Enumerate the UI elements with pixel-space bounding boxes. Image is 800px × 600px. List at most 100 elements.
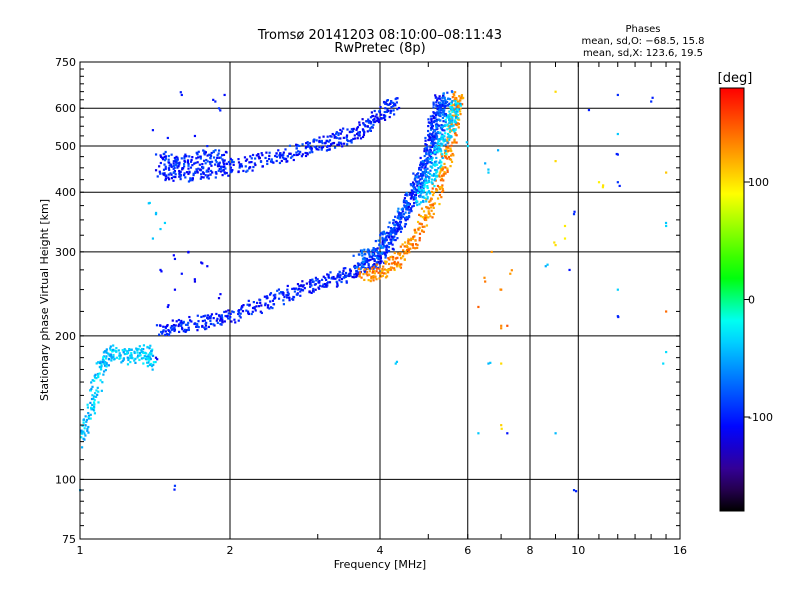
data-point — [332, 275, 335, 279]
data-point — [419, 194, 422, 197]
data-point — [396, 97, 399, 100]
data-point — [369, 255, 372, 258]
data-point — [368, 252, 371, 255]
data-point — [197, 325, 200, 329]
data-point — [374, 115, 377, 118]
data-point — [424, 143, 427, 146]
data-point — [461, 103, 464, 106]
data-point — [349, 272, 352, 275]
data-point — [296, 292, 299, 295]
data-point — [105, 351, 108, 354]
data-point — [321, 285, 324, 288]
data-point — [237, 170, 240, 174]
data-point — [314, 283, 317, 286]
data-point — [222, 153, 226, 157]
data-point — [180, 323, 183, 326]
data-point — [286, 288, 289, 291]
x-axis-label: Frequency [MHz] — [334, 558, 426, 571]
data-point — [449, 165, 452, 168]
data-point — [430, 197, 433, 201]
data-point — [361, 260, 364, 263]
data-point — [446, 145, 449, 148]
data-point — [389, 238, 392, 241]
data-point — [221, 169, 224, 172]
data-point — [310, 284, 313, 287]
data-point — [191, 179, 194, 182]
data-point — [362, 122, 365, 125]
data-point — [179, 174, 183, 177]
data-point — [376, 254, 379, 258]
data-point — [87, 411, 90, 415]
data-point — [136, 356, 139, 359]
data-point — [299, 290, 302, 293]
data-point — [451, 152, 454, 156]
data-point — [130, 348, 133, 351]
data-point — [383, 245, 386, 248]
data-point — [199, 157, 202, 160]
data-point — [510, 269, 513, 272]
data-point — [354, 272, 358, 275]
data-point — [440, 161, 443, 164]
data-point — [433, 141, 436, 144]
data-point — [377, 251, 380, 254]
data-point — [251, 306, 255, 310]
data-point — [300, 155, 304, 158]
data-point — [173, 328, 177, 331]
data-point — [434, 114, 437, 117]
data-point — [224, 314, 227, 318]
data-point — [383, 253, 387, 256]
data-point — [232, 311, 235, 314]
data-point — [381, 236, 384, 239]
data-point — [318, 284, 322, 287]
data-point — [393, 251, 396, 255]
data-point — [315, 148, 318, 151]
data-point — [217, 297, 221, 300]
data-point — [164, 150, 167, 154]
data-point — [363, 268, 366, 271]
data-point — [176, 166, 179, 169]
data-point — [400, 208, 403, 211]
data-point — [373, 248, 376, 251]
data-point — [188, 155, 191, 158]
data-point — [89, 401, 92, 404]
data-point — [438, 97, 441, 100]
data-point — [94, 373, 97, 376]
data-point — [424, 165, 427, 169]
data-point — [403, 225, 406, 228]
data-point — [212, 317, 215, 320]
data-point — [416, 203, 419, 207]
data-point — [405, 191, 408, 195]
data-point — [101, 381, 104, 384]
data-point — [397, 252, 400, 255]
data-point — [436, 149, 439, 152]
data-point — [185, 155, 188, 158]
data-point — [308, 142, 312, 145]
data-point — [362, 131, 366, 134]
data-point — [438, 175, 441, 178]
data-point — [163, 172, 166, 175]
data-point — [187, 162, 190, 166]
data-point — [209, 319, 212, 323]
data-point — [345, 281, 348, 284]
data-point — [370, 277, 373, 280]
data-point — [400, 227, 403, 230]
data-point — [424, 148, 427, 151]
data-point — [445, 114, 448, 118]
data-point — [448, 98, 452, 101]
data-point — [99, 360, 102, 363]
data-point — [282, 303, 285, 306]
data-point — [364, 267, 368, 270]
data-point — [392, 222, 395, 225]
data-point — [373, 109, 376, 113]
data-point — [127, 358, 130, 362]
data-point — [180, 324, 183, 327]
data-point — [369, 280, 372, 283]
data-point — [413, 178, 417, 181]
data-point — [410, 183, 413, 186]
data-point — [325, 139, 329, 143]
data-point — [249, 155, 252, 158]
data-point — [422, 200, 425, 203]
data-point — [250, 157, 253, 160]
data-point — [212, 98, 215, 101]
data-point — [411, 237, 415, 241]
